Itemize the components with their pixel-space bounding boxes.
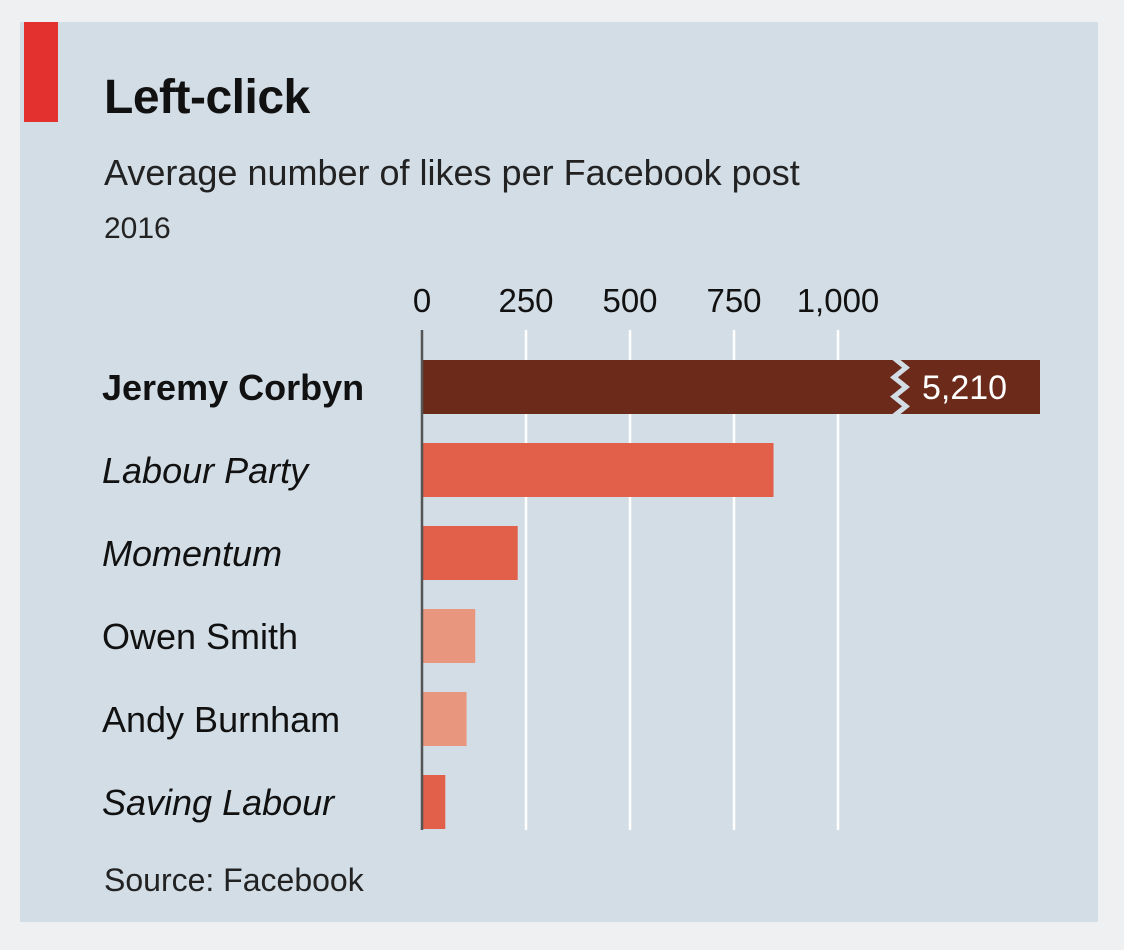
category-label-4: Andy Burnham	[102, 699, 340, 740]
source-note: Source: Facebook	[104, 862, 364, 898]
tick-label-0: 0	[413, 282, 431, 319]
red-accent-bar	[24, 22, 58, 122]
category-label-5: Saving Labour	[102, 782, 336, 823]
bar-4	[422, 692, 467, 746]
tick-label-2: 500	[602, 282, 657, 319]
value-label-0: 5,210	[922, 369, 1007, 407]
category-label-2: Momentum	[102, 533, 282, 574]
category-label-1: Labour Party	[102, 450, 310, 491]
bar-1	[422, 443, 774, 497]
chart-period: 2016	[104, 212, 171, 245]
category-label-3: Owen Smith	[102, 616, 298, 657]
tick-label-3: 750	[706, 282, 761, 319]
axis-break-marker	[890, 356, 910, 418]
bar-5	[422, 775, 446, 829]
tick-label-4: 1,000	[797, 282, 880, 319]
category-label-0: Jeremy Corbyn	[102, 367, 364, 408]
bar-3	[422, 609, 476, 663]
bar-2	[422, 526, 518, 580]
chart-title: Left-click	[104, 71, 310, 124]
tick-label-1: 250	[498, 282, 553, 319]
chart-subtitle: Average number of likes per Facebook pos…	[104, 152, 800, 193]
bar-0	[422, 360, 1040, 414]
